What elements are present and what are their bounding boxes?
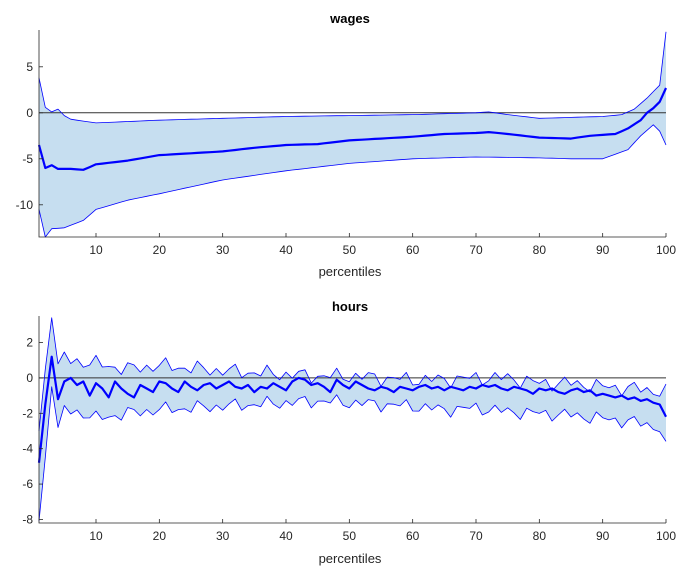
y-tick-label: -10 [16,198,34,212]
y-tick-label: -2 [22,406,33,420]
upper-bound-line [38,31,667,124]
axes [38,316,666,524]
hours-plot-area: 10 20 30 40 50 60 70 80 90 100 -8 -6 -4 -2 0 2 [22,316,676,543]
lower-bound-line [38,124,667,238]
confidence-band [39,317,666,522]
x-tick-label: 90 [596,243,610,257]
x-tick-label: 10 [89,529,103,543]
x-tick-label: 30 [216,529,230,543]
x-tick-label: 90 [596,529,610,543]
y-tick-label: -6 [22,477,33,491]
hours-title: hours [332,299,368,314]
x-tick-label: 80 [533,529,547,543]
median-line [37,355,667,463]
x-tick-label: 10 [89,243,103,257]
upper-bound-line [38,317,667,432]
x-tick-label: 70 [469,243,483,257]
wages-plot-area: 10 20 30 40 50 60 70 80 90 100 -10 -5 0 5 [16,30,676,257]
x-tick-label: 60 [406,243,420,257]
x-tick-label: 20 [153,243,167,257]
x-tick-label: 100 [656,243,676,257]
x-tick-label: 40 [279,529,293,543]
x-tick-label: 50 [343,243,357,257]
x-tick-label: 60 [406,529,420,543]
hours-panel: hours 10 20 30 40 50 60 70 80 90 100 -8 -6 -4 -2 0 2 pe… [22,299,676,566]
y-tick-label: 2 [26,336,33,350]
x-tick-label: 20 [153,529,167,543]
y-tick-label: -8 [22,512,33,526]
x-tick-label: 50 [343,529,357,543]
x-tick-label: 40 [279,243,293,257]
lower-bound-line [38,386,667,522]
axes [38,30,666,238]
x-tick-label: 80 [533,243,547,257]
confidence-band [39,31,666,237]
x-tick-label: 30 [216,243,230,257]
median-line [37,87,668,171]
y-tick-label: -5 [22,152,33,166]
hours-x-axis-label: percentiles [319,551,382,566]
y-tick-label: 0 [26,106,33,120]
y-tick-label: -4 [22,442,33,456]
y-tick-label: 5 [26,60,33,74]
x-tick-label: 70 [469,529,483,543]
wages-panel: wages 10 20 30 40 50 60 70 80 90 100 -10 -5 0 5 perce… [16,11,677,279]
wages-x-axis-label: percentiles [319,264,382,279]
x-tick-label: 100 [656,529,676,543]
wages-title: wages [329,11,370,26]
y-tick-label: 0 [26,371,33,385]
